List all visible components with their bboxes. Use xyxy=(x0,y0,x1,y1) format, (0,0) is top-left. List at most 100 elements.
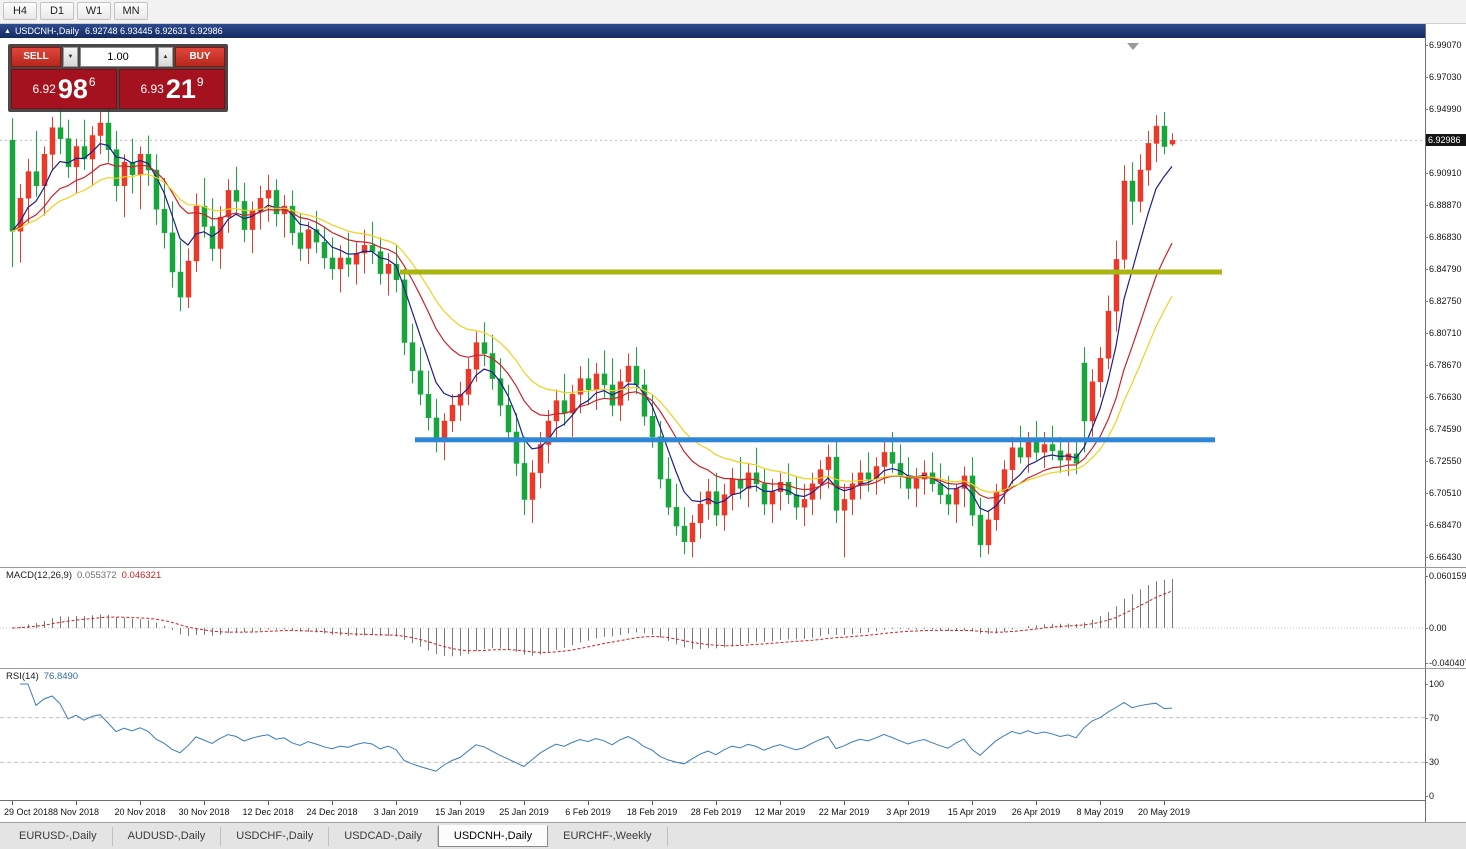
price-axis-label: 6.72550 xyxy=(1429,456,1462,466)
rsi-axis-label: 70 xyxy=(1429,712,1440,723)
date-tick xyxy=(1164,801,1165,805)
rsi-indicator-pane[interactable] xyxy=(0,669,1425,800)
pane-separator[interactable] xyxy=(0,567,1466,568)
axis-tick xyxy=(1425,461,1428,462)
date-tick xyxy=(268,801,269,805)
timeframe-button-mn[interactable]: MN xyxy=(114,2,148,20)
date-axis-label: 8 Nov 2018 xyxy=(52,807,100,817)
price-chart-pane[interactable] xyxy=(0,38,1425,567)
date-tick xyxy=(652,801,653,805)
rsi-axis-label: 30 xyxy=(1429,757,1440,768)
date-axis-label: 15 Jan 2019 xyxy=(435,807,485,817)
volume-up-button[interactable]: ▲ xyxy=(158,47,173,67)
axis-tick xyxy=(1425,684,1428,685)
axis-tick xyxy=(1425,301,1428,302)
axis-tick xyxy=(1425,333,1428,334)
date-tick xyxy=(12,801,13,805)
axis-tick xyxy=(1425,45,1428,46)
macd-indicator-pane[interactable] xyxy=(0,568,1425,668)
price-axis-label: 6.80710 xyxy=(1429,328,1462,338)
sell-price-tile[interactable]: 6.92 98 6 xyxy=(11,69,117,109)
chart-tab-eurchf-weekly[interactable]: EURCHF-,Weekly xyxy=(548,827,668,846)
price-axis-label: 6.94990 xyxy=(1429,104,1462,114)
volume-down-button[interactable]: ▼ xyxy=(63,47,78,67)
axis-tick xyxy=(1425,237,1428,238)
macd-axis-label: -0.040407 xyxy=(1429,657,1466,668)
top-toolbar: H4 D1 W1 MN xyxy=(0,0,1466,24)
buy-price-point: 9 xyxy=(196,75,204,89)
axis-tick xyxy=(1425,525,1428,526)
date-tick xyxy=(76,801,77,805)
price-axis[interactable]: 6.92986 6.99070 6.97030 6.94990 6.90910 6.88… xyxy=(1425,24,1466,822)
axis-tick xyxy=(1425,796,1428,797)
axis-tick xyxy=(1425,397,1428,398)
price-axis-label: 6.97030 xyxy=(1429,72,1462,82)
rsi-line xyxy=(20,683,1173,772)
chart-tab-usdcad-daily[interactable]: USDCAD-,Daily xyxy=(329,827,438,846)
macd-axis-label: 0.060159 xyxy=(1429,571,1466,582)
one-click-trading-panel: SELL ▼ ▲ BUY 6.92 98 6 6.93 21 9 xyxy=(8,44,228,112)
price-axis-label: 6.99070 xyxy=(1429,40,1462,50)
axis-tick xyxy=(1425,365,1428,366)
date-axis-label: 26 Apr 2019 xyxy=(1011,807,1061,817)
candles xyxy=(9,107,1176,558)
date-axis-label: 18 Feb 2019 xyxy=(626,807,678,817)
buy-price-big: 21 xyxy=(165,74,196,104)
date-axis-label: 3 Jan 2019 xyxy=(373,807,419,817)
date-tick xyxy=(844,801,845,805)
chart-tab-usdcnh-daily[interactable]: USDCNH-,Daily xyxy=(437,825,549,847)
date-axis-label: 28 Feb 2019 xyxy=(690,807,742,817)
date-tick xyxy=(716,801,717,805)
date-axis-label: 25 Jan 2019 xyxy=(499,807,549,817)
chart-tab-usdchf-daily[interactable]: USDCHF-,Daily xyxy=(221,827,330,846)
axis-tick xyxy=(1425,205,1428,206)
price-axis-label: 6.74590 xyxy=(1429,424,1462,434)
price-axis-label: 6.84790 xyxy=(1429,264,1462,274)
date-tick xyxy=(396,801,397,805)
sell-button[interactable]: SELL xyxy=(11,47,61,67)
macd-label: MACD(12,26,9) 0.055372 0.046321 xyxy=(6,570,161,581)
price-axis-label: 6.68470 xyxy=(1429,520,1462,530)
date-axis-label: 29 Oct 2018 xyxy=(4,807,54,817)
axis-tick xyxy=(1425,717,1428,719)
macd-name: MACD(12,26,9) xyxy=(6,570,72,581)
date-axis-label: 20 Nov 2018 xyxy=(114,807,166,817)
buy-price-prefix: 6.93 xyxy=(140,82,164,96)
price-axis-label: 6.88870 xyxy=(1429,200,1462,210)
chart-title-bar[interactable]: ▲ USDCNH-,Daily 6.92748 6.93445 6.92631 6.… xyxy=(0,24,1425,38)
pane-separator[interactable] xyxy=(0,668,1466,669)
resistance-line xyxy=(400,269,1222,275)
date-tick xyxy=(972,801,973,805)
sell-price-prefix: 6.92 xyxy=(32,82,56,96)
date-tick xyxy=(1036,801,1037,805)
volume-input[interactable] xyxy=(80,47,156,67)
date-axis-label: 12 Mar 2019 xyxy=(754,807,806,817)
date-axis-label: 15 Apr 2019 xyxy=(947,807,997,817)
price-axis-label: 6.90910 xyxy=(1429,168,1462,178)
macd-histogram xyxy=(20,579,1173,657)
date-tick xyxy=(1100,801,1101,805)
buy-button[interactable]: BUY xyxy=(175,47,225,67)
chevron-down-icon: ▼ xyxy=(67,54,74,60)
axis-tick xyxy=(1425,173,1428,174)
date-axis-label: 24 Dec 2018 xyxy=(306,807,358,817)
axis-tick xyxy=(1425,576,1428,578)
chart-tab-audusd-daily[interactable]: AUDUSD-,Daily xyxy=(113,827,222,846)
macd-value: 0.055372 xyxy=(77,570,117,581)
axis-tick xyxy=(1425,762,1428,764)
date-axis[interactable]: 29 Oct 2018 8 Nov 2018 20 Nov 2018 30 Nov 2… xyxy=(0,800,1425,822)
buy-price-tile[interactable]: 6.93 21 9 xyxy=(119,69,225,109)
timeframe-button-d1[interactable]: D1 xyxy=(40,2,74,20)
timeframe-button-w1[interactable]: W1 xyxy=(77,2,111,20)
date-tick xyxy=(204,801,205,805)
sell-price-big: 98 xyxy=(57,74,88,104)
date-tick xyxy=(140,801,141,805)
rsi-name: RSI(14) xyxy=(6,671,39,682)
timeframe-button-h4[interactable]: H4 xyxy=(3,2,37,20)
chart-tab-eurusd-daily[interactable]: EURUSD-,Daily xyxy=(4,827,113,846)
rsi-value: 76.8490 xyxy=(43,671,79,682)
moving-average-22 xyxy=(11,173,1173,493)
window-collapse-icon[interactable]: ▲ xyxy=(4,28,11,35)
date-tick xyxy=(908,801,909,805)
